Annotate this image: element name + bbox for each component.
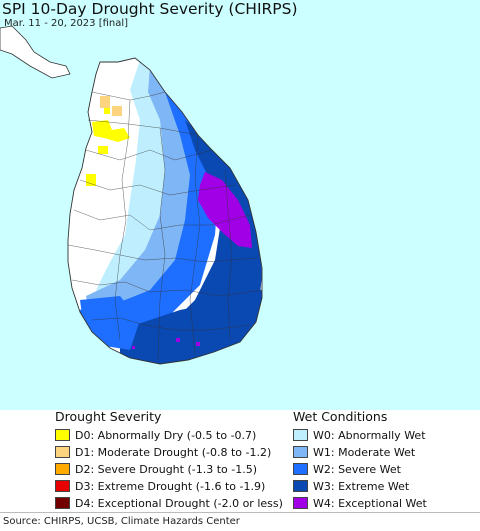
legend-swatch <box>293 463 308 475</box>
legend-swatch <box>293 497 308 509</box>
legend-item-w0: W0: Abnormally Wet <box>293 427 426 443</box>
wet-legend-heading: Wet Conditions <box>293 409 388 424</box>
source-credit: Source: CHIRPS, UCSB, Climate Hazards Ce… <box>0 512 480 530</box>
sri-lanka-map <box>0 25 263 365</box>
legend-label: D3: Extreme Drought (-1.6 to -1.9) <box>75 479 266 493</box>
legend-swatch <box>55 463 70 475</box>
legend-label: D1: Moderate Drought (-0.8 to -1.2) <box>75 445 272 459</box>
legend-item-d4: D4: Exceptional Drought (-2.0 or less) <box>55 495 283 511</box>
legend-swatch <box>55 446 70 458</box>
india-coast <box>0 25 71 79</box>
legend-item-d3: D3: Extreme Drought (-1.6 to -1.9) <box>55 478 265 494</box>
legend-label: W4: Exceptional Wet <box>313 496 427 510</box>
legend-item-w4: W4: Exceptional Wet <box>293 495 427 511</box>
legend-label: W2: Severe Wet <box>313 462 401 476</box>
legend-swatch <box>293 446 308 458</box>
legend-item-w3: W3: Extreme Wet <box>293 478 409 494</box>
legend: Drought Severity D0: Abnormally Dry (-0.… <box>0 409 480 511</box>
legend-item-d1: D1: Moderate Drought (-0.8 to -1.2) <box>55 444 271 460</box>
legend-label: D4: Exceptional Drought (-2.0 or less) <box>75 496 283 510</box>
legend-item-d2: D2: Severe Drought (-1.3 to -1.5) <box>55 461 257 477</box>
legend-label: D0: Abnormally Dry (-0.5 to -0.7) <box>75 428 257 442</box>
legend-label: W3: Extreme Wet <box>313 479 410 493</box>
legend-swatch <box>293 480 308 492</box>
map-area: SPI 10-Day Drought Severity (CHIRPS) Mar… <box>0 0 480 410</box>
legend-label: W0: Abnormally Wet <box>313 428 426 442</box>
legend-label: W1: Moderate Wet <box>313 445 416 459</box>
legend-item-d0: D0: Abnormally Dry (-0.5 to -0.7) <box>55 427 256 443</box>
drought-legend-heading: Drought Severity <box>55 409 162 424</box>
legend-swatch <box>55 497 70 509</box>
district-borders <box>67 91 263 361</box>
map-title: SPI 10-Day Drought Severity (CHIRPS) <box>2 0 298 18</box>
island-outline <box>67 57 263 365</box>
legend-swatch <box>55 429 70 441</box>
legend-item-w1: W1: Moderate Wet <box>293 444 415 460</box>
legend-label: D2: Severe Drought (-1.3 to -1.5) <box>75 462 258 476</box>
legend-swatch <box>293 429 308 441</box>
legend-swatch <box>55 480 70 492</box>
map-subtitle: Mar. 11 - 20, 2023 [final] <box>4 18 129 29</box>
legend-item-w2: W2: Severe Wet <box>293 461 401 477</box>
